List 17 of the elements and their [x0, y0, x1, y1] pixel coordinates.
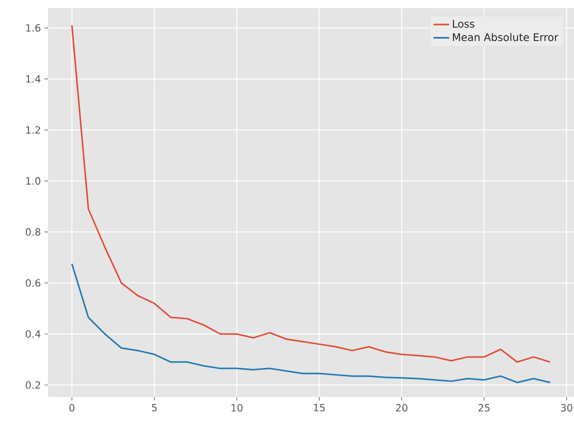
y-tick-label: 0.8: [26, 228, 40, 236]
y-tick-label: 1.6: [26, 24, 40, 32]
y-tick-label: 1.2: [26, 126, 40, 134]
y-tick-label: 1.0: [26, 177, 40, 185]
y-tick-label: 0.6: [26, 279, 40, 287]
x-tick-label: 5: [152, 404, 157, 412]
y-tick-label: 0.2: [26, 381, 40, 389]
x-tick-label: 30: [561, 404, 572, 412]
y-tick-label: 0.4: [26, 330, 40, 338]
y-tick-label: 1.4: [26, 75, 40, 83]
legend-label: Loss: [452, 20, 474, 28]
x-tick-label: 10: [232, 404, 242, 412]
x-tick-label: 0: [69, 404, 74, 412]
legend-label: Mean Absolute Error: [452, 33, 558, 42]
x-tick-label: 25: [478, 404, 490, 412]
x-tick-label: 15: [314, 404, 325, 412]
x-tick-label: 20: [396, 404, 408, 412]
